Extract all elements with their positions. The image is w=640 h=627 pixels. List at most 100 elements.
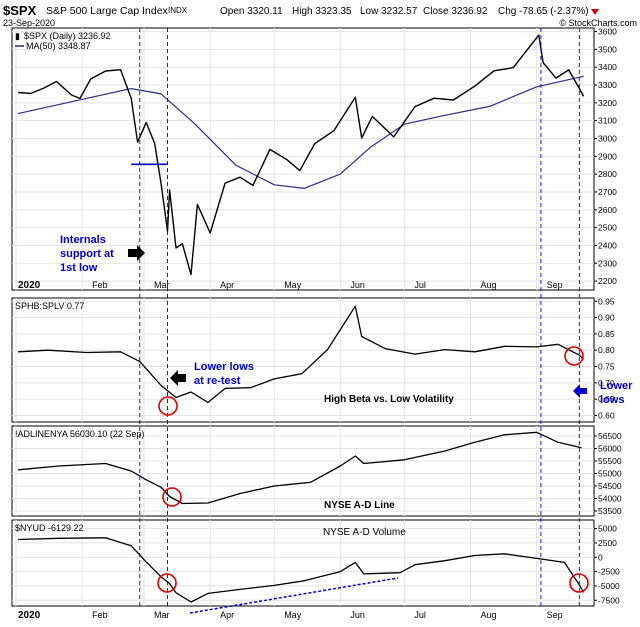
left-arrow-blue-icon — [573, 384, 587, 398]
x-axis-label: Feb — [92, 280, 108, 290]
y-tick-label: 2500 — [598, 538, 617, 548]
circle-sphb-march — [158, 396, 178, 416]
y-tick-label: 55500 — [598, 456, 622, 466]
spx-price-line — [18, 34, 585, 276]
ad-line — [18, 431, 582, 505]
x-axis-label: Sep — [547, 610, 563, 620]
y-tick-label: -2500 — [598, 567, 620, 577]
y-tick-labels: 2200 2300 2400 2500 2600 2700 2800 2900 3000 3100… — [598, 27, 622, 606]
circle-sphb-sep — [564, 346, 584, 366]
x-axis-label: 2020 — [18, 610, 41, 621]
annotation-lower-lows-line-2: lows — [600, 394, 624, 406]
header-exchange: INDX — [168, 6, 188, 15]
y-tick-label: 56500 — [598, 431, 622, 441]
y-tick-label: 0.85 — [598, 329, 615, 339]
header-high: High 3323.35 — [292, 6, 352, 17]
y-tick-label: 0.75 — [598, 362, 615, 372]
source-credit: © StockCharts.com — [559, 18, 637, 28]
x-axis-label: Apr — [220, 280, 234, 290]
annotation-high-beta: High Beta vs. Low Volatility — [324, 394, 454, 405]
y-tick-label: 54000 — [598, 494, 622, 504]
x-axis-label: Sep — [547, 280, 563, 290]
y-tick-label: 2900 — [598, 151, 617, 161]
y-tick-label: 2300 — [598, 258, 617, 268]
annotation-lower-lows: Lower lows — [600, 380, 635, 406]
y-tick-label: 0.65 — [598, 394, 615, 404]
y-tick-label: 3100 — [598, 116, 617, 126]
y-tick-label: -5000 — [598, 581, 620, 591]
ma50-line — [17, 75, 584, 189]
annotation-ad-line: NYSE A-D Line — [324, 500, 395, 511]
x-axis-label: Feb — [92, 610, 108, 620]
legend-adline: !ADLINENYA 56030.10 (22 Sep) — [15, 429, 144, 439]
x-axis-label: May — [284, 610, 302, 620]
y-tick-label: 3300 — [598, 80, 617, 90]
x-axis-label: May — [284, 280, 302, 290]
annotation-internals-line-3: 1st low — [60, 262, 98, 274]
legend-nyud: $NYUD -6129.22 — [15, 523, 84, 533]
y-tick-label: 3600 — [598, 27, 617, 37]
annotation-retest-line-1: Lower lows — [194, 361, 254, 373]
y-tick-label: 0.90 — [598, 313, 615, 323]
header-low: Low 3232.57 — [360, 6, 418, 17]
header-name: S&P 500 Large Cap Index — [46, 5, 169, 17]
down-arrow-icon — [591, 9, 599, 15]
x-axis-label: Jul — [414, 280, 426, 290]
y-tick-label: 2800 — [598, 169, 617, 179]
x-axis-label: Aug — [481, 280, 497, 290]
x-axis-label: 2020 — [18, 280, 41, 291]
y-tick-label: 0.60 — [598, 410, 615, 420]
y-tick-label: 2400 — [598, 240, 617, 250]
y-tick-label: 3500 — [598, 44, 617, 54]
y-tick-label: 2500 — [598, 223, 617, 233]
annotation-internals-line-2: support at — [60, 248, 114, 260]
header-date: 23-Sep-2020 — [3, 18, 55, 28]
y-tick-label: 0.95 — [598, 296, 615, 306]
y-tick-label: 56000 — [598, 444, 622, 454]
panel-frame-adline — [11, 425, 595, 517]
y-tick-label: -7500 — [598, 595, 620, 605]
y-tick-label: 54500 — [598, 481, 622, 491]
y-tick-label: 55000 — [598, 469, 622, 479]
x-axis-label: Jun — [350, 610, 365, 620]
annotation-internals: Internals support at 1st low — [60, 234, 117, 274]
circle-nyud-sep — [569, 573, 589, 593]
annotation-lower-lows-retest: Lower lows at re-test — [194, 361, 257, 387]
grid-layer — [12, 28, 597, 606]
x-axis-label: Aug — [481, 610, 497, 620]
x-axis-label: Mar — [154, 610, 170, 620]
y-tick-label: 0 — [598, 552, 603, 562]
y-tick-label: 2200 — [598, 276, 617, 286]
x-axis-label: Apr — [220, 610, 234, 620]
panel-frame-sphb — [11, 297, 595, 423]
nyud-line — [18, 537, 585, 603]
legend-spx-icon: ▮ — [15, 31, 20, 41]
y-tick-label: 3000 — [598, 134, 617, 144]
header-symbol: $SPX — [3, 3, 37, 18]
panel-frame-price — [11, 27, 595, 291]
y-tick-label: 2600 — [598, 205, 617, 215]
annotation-internals-line-1: Internals — [60, 234, 106, 246]
header-open: Open 3320.11 — [220, 6, 283, 17]
y-tick-label: 3200 — [598, 98, 617, 108]
right-arrow-icon — [128, 245, 145, 261]
y-tick-label: 0.80 — [598, 345, 615, 355]
x-axis-label: Jun — [350, 280, 365, 290]
legend-spx: $SPX (Daily) 3236.92 — [24, 31, 111, 41]
left-arrow-icon — [170, 370, 186, 386]
y-tick-label: 5000 — [598, 524, 617, 534]
legend-sphb: SPHB:SPLV 0.77 — [15, 301, 84, 311]
legend-ma: MA(50) 3348.87 — [26, 41, 91, 51]
y-tick-label: 2700 — [598, 187, 617, 197]
sphb-splv-line — [18, 305, 585, 404]
header-close: Close 3236.92 — [423, 6, 488, 17]
x-axis-label: Mar — [154, 280, 170, 290]
annotation-lower-lows-line-1: Lower — [600, 380, 633, 392]
circle-adline-march — [162, 487, 182, 507]
y-tick-label: 3400 — [598, 62, 617, 72]
annotation-ad-volume: NYSE A-D Volume — [323, 527, 406, 538]
nyud-trendline — [189, 577, 399, 614]
header-chg: Chg -78.65 (-2.37%) — [498, 6, 589, 17]
x-axis-labels: 2020 2020 Feb Feb Mar Mar Apr Apr May May Jun Jun Ju… — [18, 280, 563, 621]
